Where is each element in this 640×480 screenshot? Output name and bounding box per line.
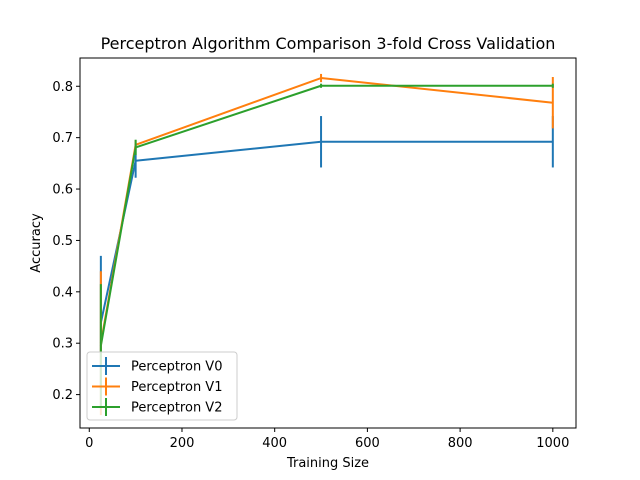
- axes-frame: [79, 57, 577, 429]
- x-tick-label: 600: [355, 436, 380, 451]
- x-tick-label: 200: [170, 436, 195, 451]
- x-tick-label: 800: [448, 436, 473, 451]
- y-tick-label: 0.7: [52, 131, 73, 146]
- x-tick-label: 1000: [536, 436, 569, 451]
- y-tick-label: 0.4: [52, 285, 73, 300]
- x-tick-label: 400: [262, 436, 287, 451]
- x-tick-label: 0: [85, 436, 93, 451]
- legend-frame: [86, 351, 238, 421]
- y-tick-label: 0.5: [52, 234, 73, 249]
- series-line-perceptron-v0: [99, 140, 553, 323]
- series-line-perceptron-v2: [99, 84, 553, 346]
- y-axis-label: Accuracy: [29, 213, 44, 273]
- y-tick-label: 0.6: [52, 183, 73, 198]
- legend-label-perceptron-v1: Perceptron V1: [131, 380, 222, 395]
- chart-title: Perceptron Algorithm Comparison 3-fold C…: [101, 34, 556, 53]
- y-tick-label: 0.8: [52, 80, 73, 95]
- legend-label-perceptron-v0: Perceptron V0: [131, 360, 222, 375]
- series-line-perceptron-v1: [99, 77, 553, 344]
- legend: Perceptron V0 Perceptron V1 Perceptron V2: [86, 351, 238, 421]
- x-axis: 0 200 400 600 800 1000: [85, 428, 569, 451]
- y-axis: 0.2 0.3 0.4 0.5 0.6 0.7 0.8: [52, 80, 80, 403]
- legend-label-perceptron-v2: Perceptron V2: [131, 401, 222, 416]
- y-tick-label: 0.3: [52, 337, 73, 352]
- plot-lines: [99, 77, 553, 346]
- y-tick-label: 0.2: [52, 388, 73, 403]
- x-axis-label: Training Size: [286, 456, 369, 471]
